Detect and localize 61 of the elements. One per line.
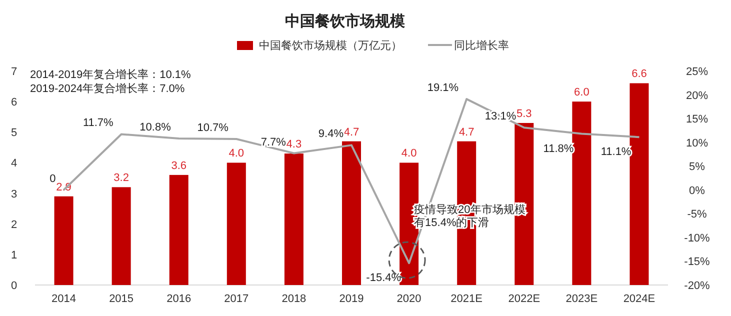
data-label: 9.4% (318, 128, 344, 140)
y-tick-label: 3 (10, 188, 18, 200)
data-label: 4.7 (458, 126, 474, 138)
y-tick-label: 2 (10, 218, 18, 231)
bar (284, 154, 304, 285)
data-label: 4.7 (344, 126, 360, 138)
bar (514, 122, 534, 285)
legend-label: 同比增长率 (454, 39, 509, 52)
y2-tick-label: -10% (684, 232, 710, 244)
x-tick-label: 2021E (450, 293, 482, 305)
data-label: 4.3 (286, 138, 302, 151)
x-tick-label: 2016 (166, 293, 192, 305)
data-label: 4.0 (228, 148, 244, 160)
data-label: 6.6 (632, 68, 647, 80)
data-label: 3.2 (114, 172, 129, 184)
x-tick-label: 2024E (623, 293, 656, 305)
chart-title: 中国餐饮市场规模 (285, 12, 406, 30)
y2-tick-label: 25% (686, 66, 708, 78)
x-tick-label: 2023E (566, 293, 598, 305)
x-tick-label: 2020 (396, 293, 422, 305)
data-label: 13.1% (484, 110, 516, 123)
x-tick-label: 2019 (339, 293, 364, 305)
y-tick-label: 5 (10, 127, 18, 140)
annotation: 2019-2024年复合增长率：7.0% (30, 82, 185, 95)
data-label: 19.1% (427, 82, 459, 94)
data-label: 3.6 (171, 160, 187, 172)
bar (572, 102, 592, 285)
bar (342, 141, 361, 285)
data-label: 0 (50, 172, 56, 185)
bar (112, 187, 131, 285)
x-tick-label: 2018 (282, 293, 306, 305)
y-tick-label: 1 (10, 249, 18, 262)
y2-tick-label: -5% (687, 208, 707, 221)
legend-label: 中国餐饮市场规模（万亿元） (259, 39, 402, 52)
bar (226, 162, 246, 285)
y2-tick-label: 0% (689, 184, 706, 197)
x-tick-label: 2014 (52, 293, 76, 305)
data-label: 10.8% (140, 122, 172, 134)
y2-tick-label: 20% (686, 90, 708, 102)
bar (169, 174, 188, 285)
data-label: 4.0 (401, 148, 417, 160)
data-label: 5.3 (516, 108, 532, 120)
y2-tick-label: -20% (684, 280, 710, 292)
y2-tick-label: -15% (684, 256, 710, 268)
annotation: 2014-2019年复合增长率：10.1% (30, 68, 192, 81)
y-tick-label: 4 (10, 158, 18, 170)
data-label: 10.7% (197, 122, 229, 134)
y-tick-label: 7 (10, 66, 18, 78)
data-label: 6.0 (574, 86, 590, 99)
y2-tick-label: 15% (686, 114, 708, 126)
y2-tick-label: 10% (686, 137, 708, 150)
y2-tick-label: 5% (689, 161, 706, 174)
x-tick-label: 2017 (224, 293, 249, 305)
y-tick-label: 6 (10, 96, 18, 109)
x-tick-label: 2022E (508, 293, 540, 305)
x-tick-label: 2015 (109, 293, 134, 305)
y-tick-label: 0 (10, 280, 18, 292)
data-label: 7.7% (260, 136, 286, 148)
bar (630, 83, 649, 285)
bar (54, 196, 74, 285)
data-label: 11.7% (82, 117, 114, 130)
